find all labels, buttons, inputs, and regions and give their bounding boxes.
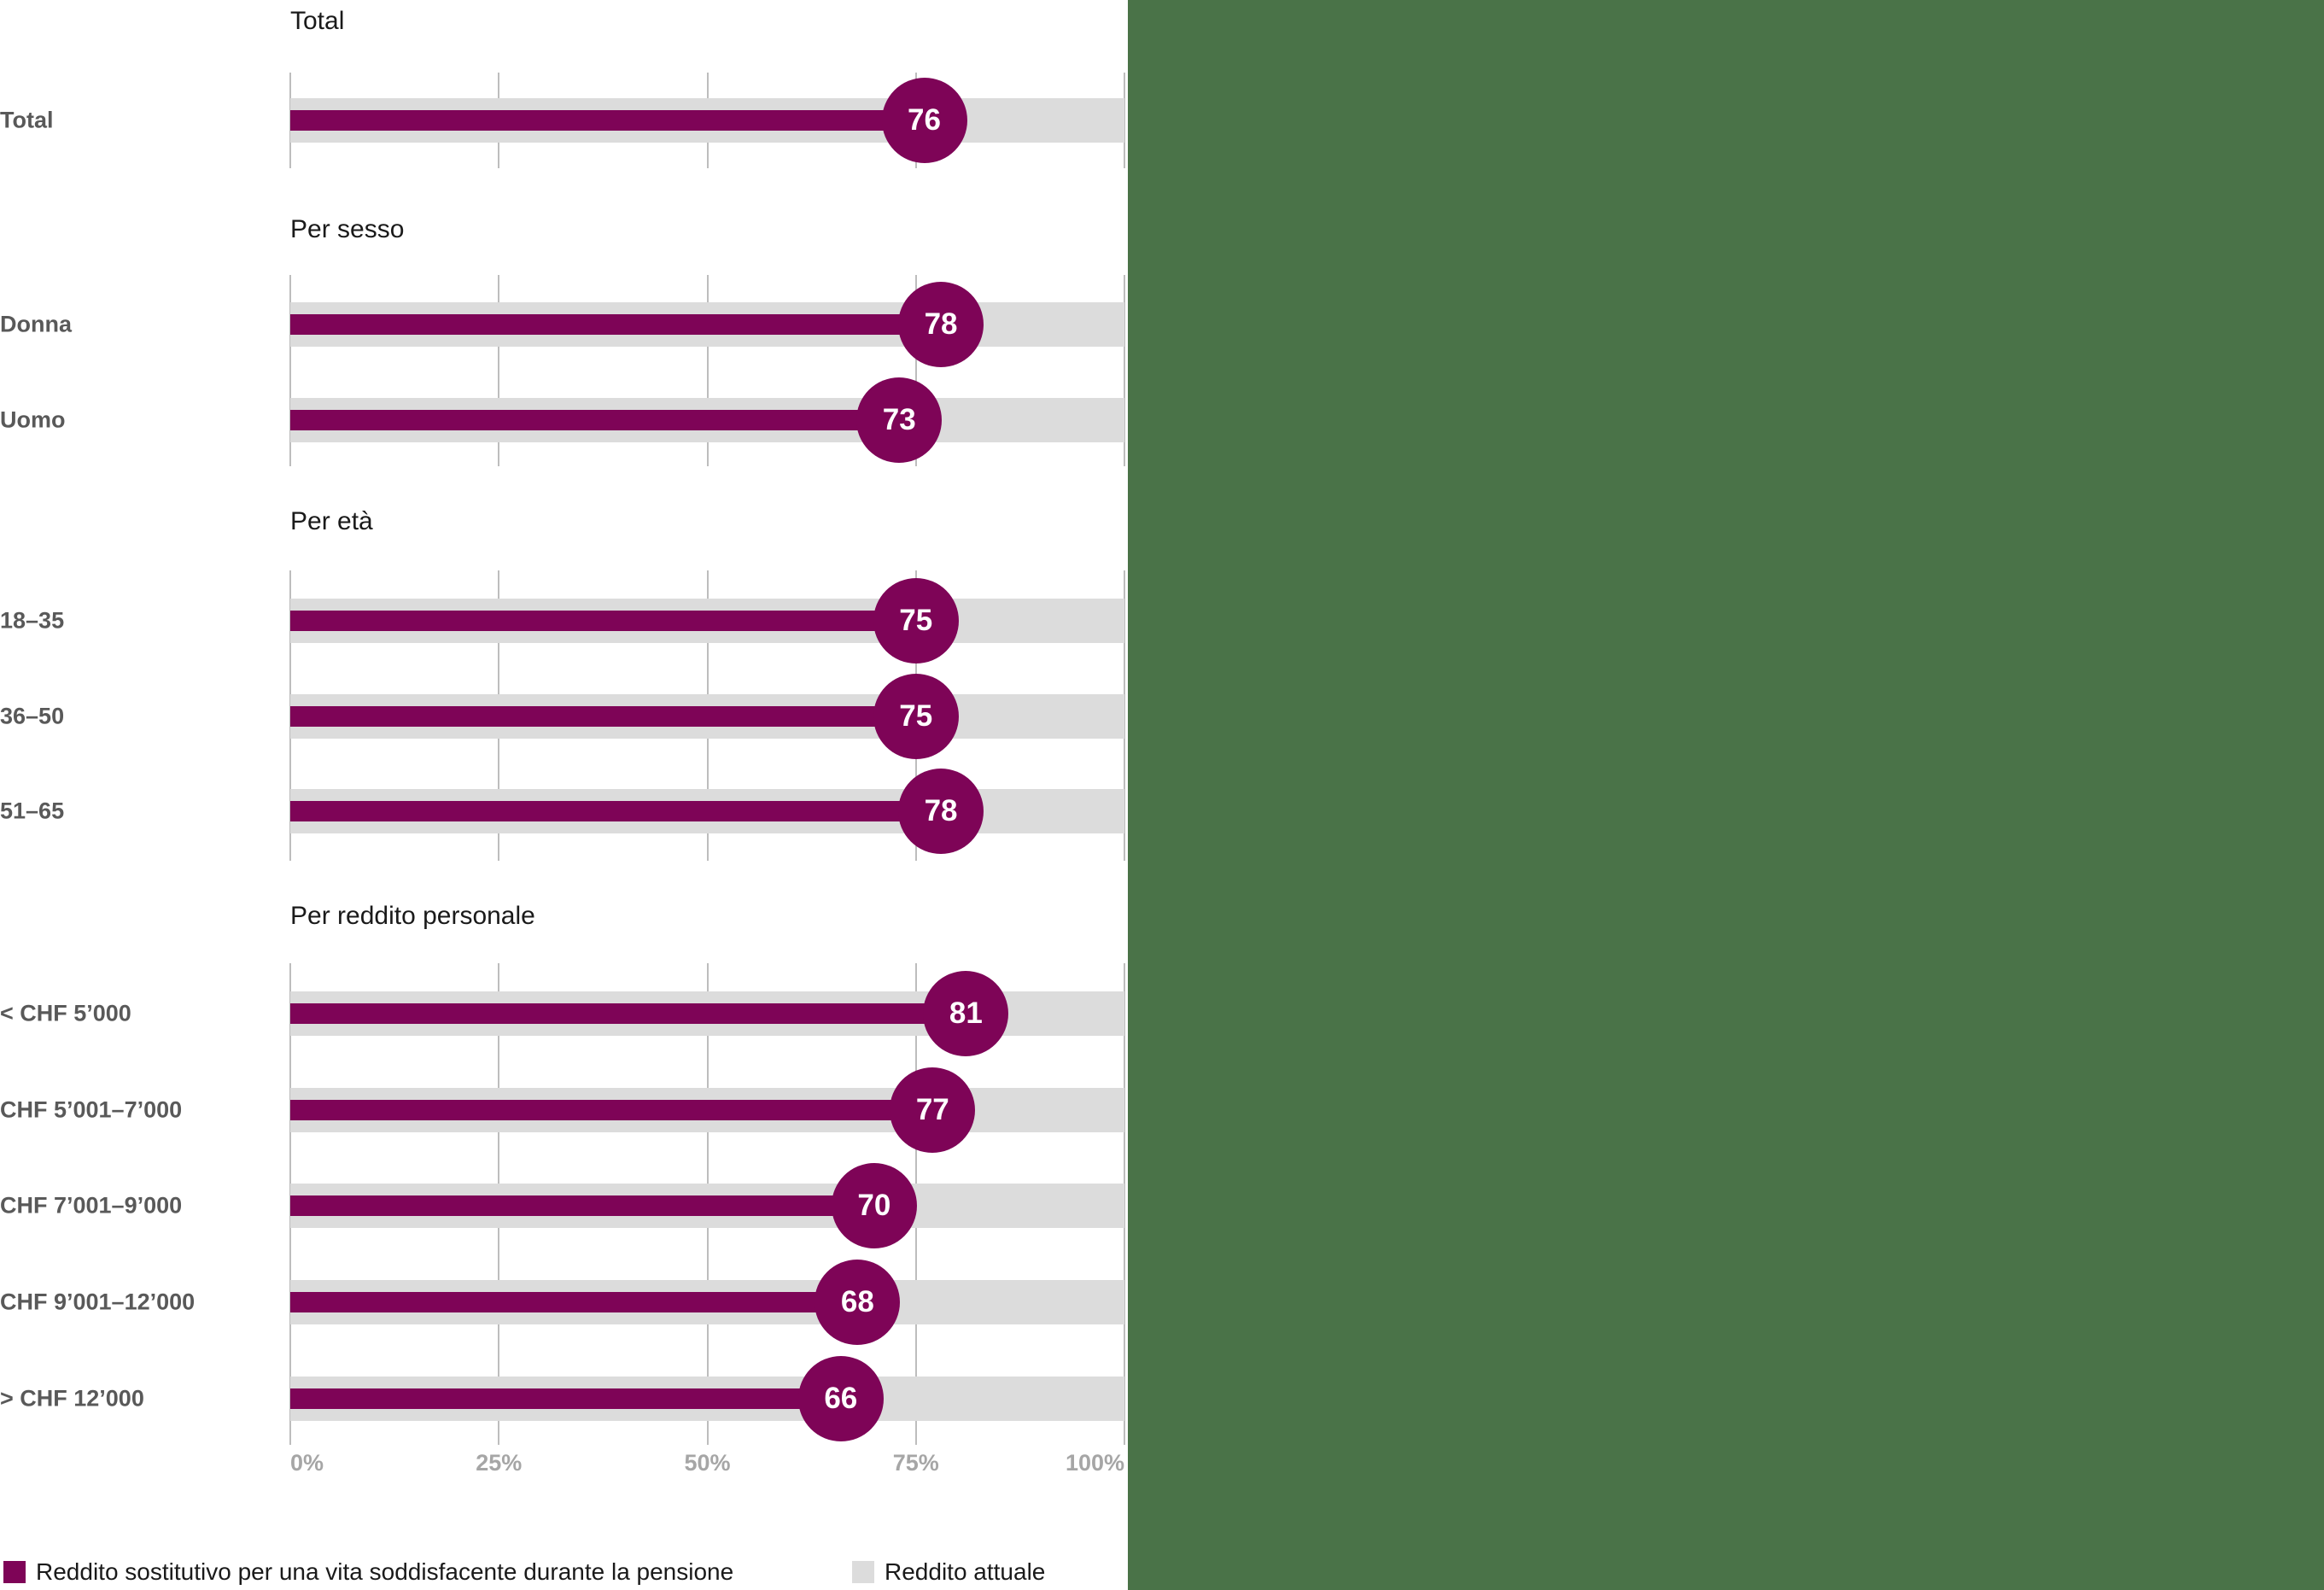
row-label: 51–65 xyxy=(0,798,65,824)
value-bar xyxy=(290,611,916,631)
gridline-100pct xyxy=(1124,73,1125,168)
row-label: CHF 5’001–7’000 xyxy=(0,1096,183,1123)
section-title: Per reddito personale xyxy=(290,902,535,930)
legend-item-1: Reddito sostitutivo per una vita soddisf… xyxy=(3,1558,733,1587)
value-bar xyxy=(290,1100,933,1120)
legend-label: Reddito sostitutivo per una vita soddisf… xyxy=(36,1558,734,1585)
value-badge: 81 xyxy=(923,971,1009,1056)
row-label: Donna xyxy=(0,311,72,337)
section-title: Per età xyxy=(290,507,373,535)
value-bar xyxy=(290,1003,966,1024)
value-bar xyxy=(290,410,900,430)
gridline-100pct xyxy=(1124,275,1125,466)
value-bar xyxy=(290,110,925,131)
gridline-25pct xyxy=(498,275,500,466)
value-bar xyxy=(290,706,916,727)
value-bar xyxy=(290,1388,841,1409)
legend-item-2: Reddito attuale xyxy=(852,1558,1045,1587)
axis-tick-label: 25% xyxy=(476,1450,523,1476)
value-badge: 70 xyxy=(831,1163,917,1248)
value-badge: 75 xyxy=(873,578,959,663)
legend-label: Reddito attuale xyxy=(885,1558,1046,1585)
row-label: CHF 7’001–9’000 xyxy=(0,1192,183,1219)
gridline-75pct xyxy=(914,275,917,466)
row-label: Total xyxy=(0,107,54,133)
value-bar xyxy=(290,801,942,821)
value-bar xyxy=(290,314,942,335)
value-badge: 73 xyxy=(856,377,943,463)
value-bar xyxy=(290,1292,858,1312)
value-badge: 78 xyxy=(898,769,984,854)
gridline-50pct xyxy=(706,275,709,466)
value-badge: 76 xyxy=(881,78,967,163)
value-badge: 77 xyxy=(890,1067,976,1153)
value-badge: 78 xyxy=(898,282,984,367)
gridline-100pct xyxy=(1124,963,1125,1445)
row-label: < CHF 5’000 xyxy=(0,1000,131,1026)
legend-swatch-icon xyxy=(852,1561,874,1583)
axis-tick-label: 50% xyxy=(684,1450,731,1476)
axis-tick-label: 100% xyxy=(1065,1450,1124,1476)
gridline-100pct xyxy=(1124,570,1125,861)
value-bar xyxy=(290,1195,874,1216)
row-label: 18–35 xyxy=(0,607,65,634)
value-badge: 75 xyxy=(873,674,959,759)
section-title: Total xyxy=(290,7,345,35)
value-badge: 66 xyxy=(797,1356,884,1441)
green-side-panel xyxy=(1128,0,2324,1590)
row-label: > CHF 12’000 xyxy=(0,1385,144,1412)
row-label: CHF 9’001–12’000 xyxy=(0,1289,196,1315)
section-title: Per sesso xyxy=(290,215,405,243)
gridline-0pct xyxy=(289,275,291,466)
axis-tick-label: 0% xyxy=(290,1450,324,1476)
value-badge: 68 xyxy=(815,1260,901,1345)
legend-swatch-icon xyxy=(3,1561,26,1583)
row-label: Uomo xyxy=(0,406,66,433)
row-label: 36–50 xyxy=(0,703,65,729)
axis-tick-label: 75% xyxy=(892,1450,939,1476)
